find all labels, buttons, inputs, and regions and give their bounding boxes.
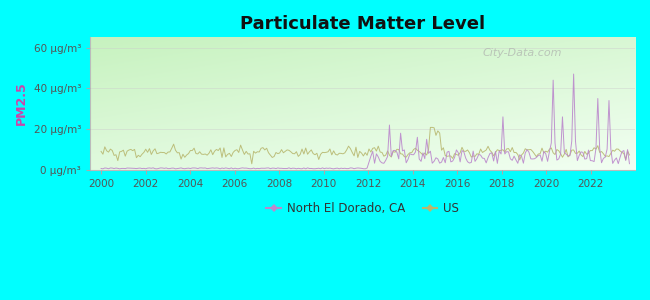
Y-axis label: PM2.5: PM2.5 xyxy=(15,82,28,125)
Legend: North El Dorado, CA, US: North El Dorado, CA, US xyxy=(262,197,463,220)
Title: Particulate Matter Level: Particulate Matter Level xyxy=(240,15,485,33)
Text: City-Data.com: City-Data.com xyxy=(482,48,562,58)
